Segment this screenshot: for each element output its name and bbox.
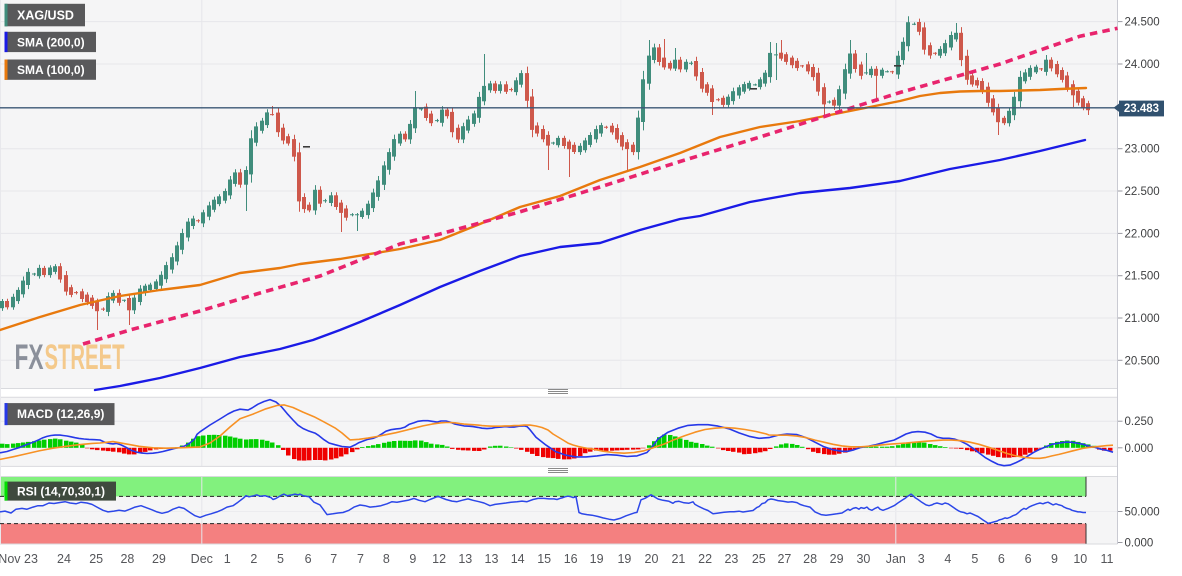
svg-text:SMA (200,0): SMA (200,0) xyxy=(17,36,85,50)
svg-text:11: 11 xyxy=(1101,552,1114,566)
svg-text:5: 5 xyxy=(277,552,284,566)
svg-text:22.500: 22.500 xyxy=(1125,186,1160,198)
svg-text:13: 13 xyxy=(485,552,499,566)
svg-text:20: 20 xyxy=(645,552,659,566)
svg-text:0.250: 0.250 xyxy=(1125,416,1154,428)
svg-text:0.000: 0.000 xyxy=(1125,538,1154,550)
svg-text:24: 24 xyxy=(57,552,71,566)
svg-text:Nov: Nov xyxy=(0,552,21,566)
svg-text:16: 16 xyxy=(564,552,578,566)
svg-text:7: 7 xyxy=(330,552,337,566)
svg-text:28: 28 xyxy=(120,552,134,566)
svg-text:21.500: 21.500 xyxy=(1125,271,1160,283)
svg-text:21.000: 21.000 xyxy=(1125,313,1160,325)
svg-text:29: 29 xyxy=(830,552,844,566)
svg-text:50.000: 50.000 xyxy=(1125,507,1160,519)
svg-text:Jan: Jan xyxy=(886,552,906,566)
svg-text:6: 6 xyxy=(1025,552,1032,566)
svg-text:12: 12 xyxy=(432,552,446,566)
svg-text:14: 14 xyxy=(511,552,525,566)
svg-text:3: 3 xyxy=(918,552,925,566)
svg-text:2: 2 xyxy=(250,552,257,566)
svg-text:0.000: 0.000 xyxy=(1125,443,1154,455)
svg-text:27: 27 xyxy=(777,552,791,566)
svg-text:Dec: Dec xyxy=(191,552,213,566)
svg-text:1: 1 xyxy=(224,552,231,566)
svg-text:23: 23 xyxy=(724,552,738,566)
svg-text:6: 6 xyxy=(305,552,312,566)
svg-text:MACD (12,26,9): MACD (12,26,9) xyxy=(17,407,104,421)
svg-text:21: 21 xyxy=(671,552,685,566)
svg-text:25: 25 xyxy=(89,552,103,566)
svg-text:28: 28 xyxy=(803,552,817,566)
svg-text:24.500: 24.500 xyxy=(1125,17,1160,29)
svg-text:23.000: 23.000 xyxy=(1125,144,1160,156)
svg-text:29: 29 xyxy=(152,552,166,566)
svg-text:SMA (100,0): SMA (100,0) xyxy=(17,63,85,77)
svg-text:23.483: 23.483 xyxy=(1124,103,1159,115)
svg-text:6: 6 xyxy=(998,552,1005,566)
svg-text:XAG/USD: XAG/USD xyxy=(17,9,74,23)
svg-text:19: 19 xyxy=(617,552,631,566)
svg-text:15: 15 xyxy=(537,552,551,566)
svg-text:9: 9 xyxy=(1051,552,1058,566)
svg-text:5: 5 xyxy=(971,552,978,566)
svg-text:13: 13 xyxy=(458,552,472,566)
svg-text:22.000: 22.000 xyxy=(1125,228,1160,240)
svg-text:19: 19 xyxy=(590,552,604,566)
svg-text:23: 23 xyxy=(24,552,38,566)
svg-text:FX: FX xyxy=(15,337,44,377)
svg-text:20.500: 20.500 xyxy=(1125,355,1160,367)
svg-text:8: 8 xyxy=(383,552,390,566)
svg-text:30: 30 xyxy=(856,552,870,566)
svg-text:24.000: 24.000 xyxy=(1125,59,1160,71)
svg-text:25: 25 xyxy=(752,552,766,566)
svg-text:10: 10 xyxy=(1073,552,1087,566)
svg-text:9: 9 xyxy=(409,552,416,566)
svg-text:22: 22 xyxy=(698,552,712,566)
svg-text:RSI (14,70,30,1): RSI (14,70,30,1) xyxy=(17,485,105,499)
svg-text:7: 7 xyxy=(357,552,364,566)
svg-text:4: 4 xyxy=(944,552,951,566)
